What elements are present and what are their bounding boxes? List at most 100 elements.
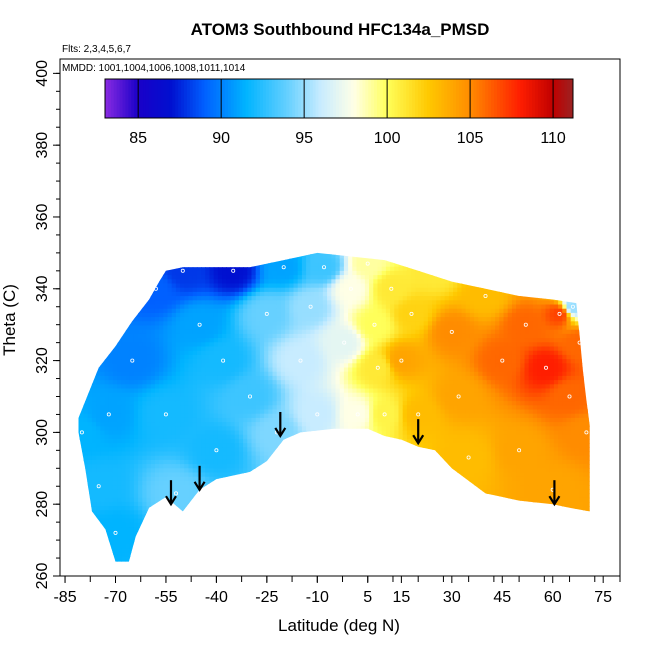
field-cell (121, 522, 127, 528)
field-cell (339, 447, 345, 453)
field-cell (125, 300, 131, 306)
field-cell (121, 480, 127, 486)
field-cell (301, 451, 307, 457)
field-cell (159, 266, 164, 272)
field-cell (108, 447, 114, 453)
field-cell (318, 455, 324, 461)
field-cell (335, 375, 341, 381)
field-cell (238, 514, 244, 520)
field-cell (327, 384, 332, 390)
field-cell (314, 485, 320, 490)
field-cell (301, 489, 307, 495)
field-cell (327, 522, 332, 528)
field-cell (280, 279, 286, 285)
field-cell (335, 543, 341, 549)
field-cell (222, 459, 227, 465)
field-cell (226, 497, 232, 503)
field-cell (335, 283, 341, 289)
field-cell (230, 317, 236, 322)
field-cell (184, 317, 190, 322)
field-cell (234, 396, 240, 402)
field-cell (255, 443, 261, 448)
field-cell (108, 539, 114, 545)
field-cell (247, 367, 253, 373)
field-cell (117, 434, 122, 440)
field-cell (331, 254, 337, 259)
field-cell (247, 363, 253, 369)
field-cell (104, 543, 110, 549)
field-cell (310, 459, 316, 465)
field-cell (301, 422, 307, 427)
field-cell (217, 325, 223, 331)
field-cell (100, 413, 106, 419)
field-cell (91, 405, 97, 411)
field-cell (264, 363, 269, 369)
field-cell (129, 350, 135, 356)
field-cell (78, 375, 80, 381)
field-cell (306, 363, 311, 369)
field-cell (91, 254, 97, 259)
field-cell (184, 548, 190, 553)
field-cell (226, 531, 232, 537)
field-cell (234, 497, 240, 503)
field-cell (91, 451, 97, 457)
field-cell (96, 443, 101, 448)
field-cell (264, 346, 269, 352)
field-cell (289, 565, 294, 570)
field-cell (335, 556, 341, 562)
field-cell (264, 317, 269, 322)
field-cell (272, 438, 278, 444)
field-cell (322, 405, 328, 411)
field-cell (259, 434, 265, 440)
field-cell (91, 438, 97, 444)
field-cell (268, 405, 274, 411)
field-cell (125, 296, 131, 301)
field-cell (318, 422, 324, 427)
field-cell (205, 354, 211, 360)
field-cell (104, 380, 110, 385)
field-cell (268, 430, 274, 436)
field-cell (117, 333, 122, 339)
field-cell (343, 346, 349, 352)
field-cell (150, 338, 156, 343)
field-cell (238, 409, 244, 415)
field-cell (243, 485, 248, 490)
field-cell (251, 258, 257, 264)
field-cell (184, 543, 190, 549)
field-cell (112, 384, 118, 390)
field-cell (234, 308, 240, 314)
field-cell (142, 401, 148, 406)
field-cell (322, 531, 328, 537)
field-cell (268, 254, 274, 259)
field-cell (117, 464, 122, 469)
field-cell (230, 262, 236, 268)
field-cell (243, 527, 248, 532)
field-cell (133, 447, 139, 453)
field-cell (289, 279, 295, 285)
field-cell (100, 367, 106, 373)
field-cell (133, 527, 139, 532)
field-cell (175, 455, 181, 461)
field-cell (226, 459, 232, 465)
field-cell (251, 459, 257, 465)
field-cell (268, 252, 274, 255)
field-cell (251, 287, 257, 293)
field-cell (79, 539, 85, 545)
field-cell (339, 459, 345, 465)
field-cell (96, 560, 101, 562)
field-cell (112, 275, 118, 280)
field-cell (129, 258, 135, 264)
field-cell (150, 380, 156, 385)
field-cell (117, 371, 122, 377)
field-cell (180, 300, 185, 306)
field-cell (247, 384, 253, 390)
field-cell (293, 338, 299, 343)
field-cell (322, 501, 328, 507)
field-cell (272, 556, 278, 562)
field-cell (133, 359, 139, 364)
field-cell (184, 329, 190, 335)
field-cell (226, 522, 232, 528)
field-cell (306, 468, 311, 474)
field-cell (247, 296, 253, 301)
field-cell (150, 308, 156, 314)
